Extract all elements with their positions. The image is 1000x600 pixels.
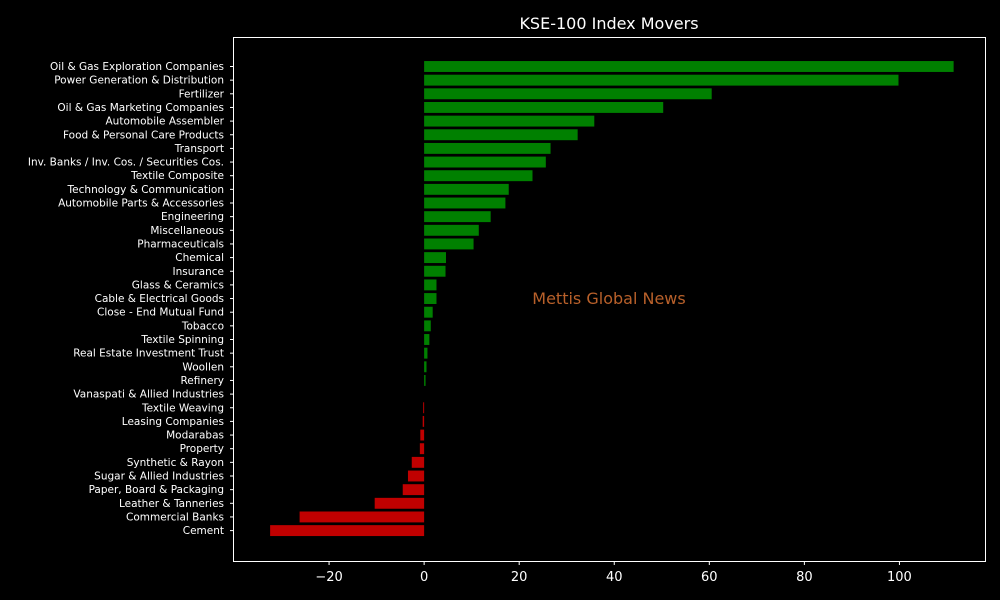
y-tick-label: Close - End Mutual Fund — [97, 307, 224, 319]
y-tick-label: Synthetic & Rayon — [127, 457, 224, 469]
y-tick-label: Textile Spinning — [140, 334, 224, 346]
y-tick-label: Woollen — [182, 361, 224, 373]
bar — [424, 224, 479, 236]
bar — [424, 361, 427, 373]
bar — [424, 293, 437, 304]
bar — [270, 525, 425, 537]
bar — [424, 238, 474, 250]
x-tick-label: 40 — [606, 570, 623, 585]
y-tick-label: Automobile Assembler — [106, 116, 225, 128]
y-tick-label: Chemical — [175, 252, 224, 264]
bar — [411, 456, 425, 468]
bar — [424, 183, 509, 195]
y-tick-label: Automobile Parts & Accessories — [58, 198, 224, 210]
bar — [424, 252, 446, 264]
bar — [402, 484, 425, 496]
bar — [424, 88, 712, 100]
y-tick-label: Leasing Companies — [122, 416, 224, 428]
x-tick-label: 20 — [511, 570, 528, 585]
bar — [424, 211, 491, 223]
y-tick-label: Refinery — [180, 375, 224, 387]
x-tick-label: 0 — [420, 570, 428, 585]
bar — [424, 347, 428, 359]
y-tick-labels: Oil & Gas Exploration Companies Power Gen… — [28, 61, 234, 537]
y-tick-label: Technology & Communication — [67, 184, 224, 196]
y-tick-label: Paper, Board & Packaging — [89, 484, 224, 496]
x-tick-label: 60 — [701, 570, 718, 585]
watermark-annotation: Mettis Global News — [532, 289, 685, 308]
y-tick-label: Inv. Banks / Inv. Cos. / Securities Cos. — [28, 157, 224, 169]
y-tick-label: Cable & Electrical Goods — [95, 293, 224, 305]
y-tick-label: Commercial Banks — [126, 511, 224, 523]
bar — [299, 511, 425, 523]
bar — [424, 265, 446, 277]
bar — [424, 279, 437, 291]
y-tick-label: Property — [180, 443, 224, 455]
bar — [424, 115, 595, 127]
y-tick-label: Oil & Gas Exploration Companies — [50, 61, 224, 73]
x-tick-label: 100 — [887, 570, 912, 585]
y-tick-label: Fertilizer — [179, 88, 225, 100]
x-axis-ticks: −20 0 20 40 60 80 100 — [315, 561, 912, 585]
bar — [424, 61, 954, 72]
y-tick-label: Leather & Tanneries — [119, 498, 224, 510]
bars-group — [270, 61, 954, 537]
y-tick-label: Tobacco — [181, 320, 224, 332]
chart-title: KSE-100 Index Movers — [519, 14, 698, 33]
y-tick-label: Food & Personal Care Products — [63, 129, 224, 141]
y-tick-label: Sugar & Allied Industries — [94, 471, 224, 483]
y-tick-label: Textile Weaving — [141, 402, 224, 414]
bar — [424, 334, 430, 345]
y-tick-label: Glass & Ceramics — [132, 279, 224, 291]
bar — [423, 402, 425, 414]
bar — [424, 197, 506, 209]
y-tick-label: Power Generation & Distribution — [54, 75, 224, 87]
bar — [374, 497, 425, 509]
y-tick-label: Pharmaceuticals — [137, 238, 224, 250]
y-tick-label: Oil & Gas Marketing Companies — [57, 102, 224, 114]
bar — [424, 129, 578, 141]
bar — [424, 102, 664, 113]
x-tick-label: 80 — [796, 570, 813, 585]
bar — [422, 415, 425, 427]
bar — [424, 306, 433, 318]
x-tick-label: −20 — [315, 570, 342, 585]
bar — [424, 142, 551, 154]
y-tick-label: Transport — [174, 143, 224, 155]
plot-area-frame — [233, 37, 986, 562]
bar — [424, 375, 426, 386]
y-tick-label: Real Estate Investment Trust — [73, 348, 224, 360]
bar — [424, 156, 546, 168]
bar — [419, 443, 425, 455]
y-tick-label: Vanaspati & Allied Industries — [73, 389, 224, 401]
bar — [424, 320, 431, 332]
bar — [424, 170, 533, 182]
bar — [407, 470, 425, 482]
y-tick-label: Cement — [183, 525, 224, 537]
y-tick-label: Insurance — [172, 266, 224, 278]
y-tick-label: Miscellaneous — [150, 225, 224, 237]
bar — [420, 429, 425, 441]
y-tick-label: Textile Composite — [130, 170, 224, 182]
y-tick-label: Engineering — [161, 211, 224, 223]
y-tick-label: Modarabas — [166, 430, 224, 442]
bar — [424, 74, 899, 86]
